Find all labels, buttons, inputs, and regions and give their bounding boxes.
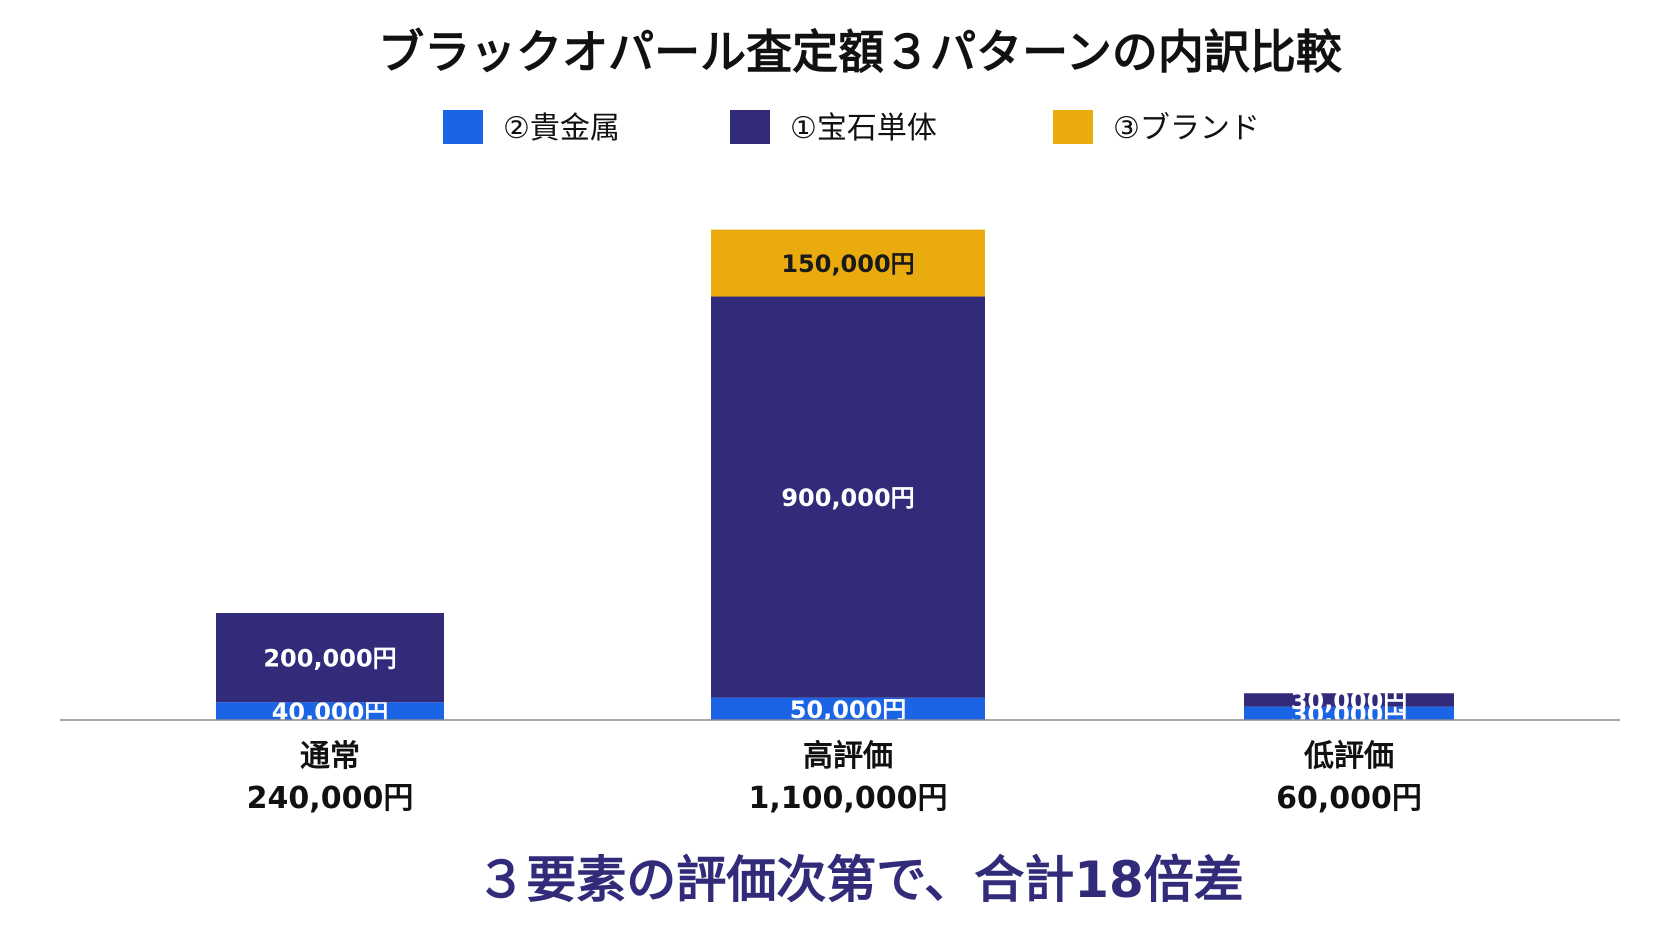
- summary-text: ３要素の評価次第で、合計18倍差: [476, 851, 1244, 909]
- legend-item: ③ブランド: [1053, 110, 1260, 146]
- category-name: 高評価: [803, 739, 893, 774]
- legend-label: ③ブランド: [1113, 111, 1260, 146]
- legend-swatch: [1053, 110, 1093, 144]
- category-total: 60,000円: [1276, 781, 1422, 816]
- category-labels: 通常 240,000円 高評価 1,100,000円 低評価 60,000円: [247, 739, 1422, 816]
- legend-swatch: [730, 110, 770, 144]
- category-total: 1,100,000円: [749, 781, 948, 816]
- bar-stack: 40,000円 200,000円: [216, 613, 444, 726]
- category-name: 低評価: [1303, 739, 1394, 774]
- chart-title: ブラックオパール査定額３パターンの内訳比較: [378, 25, 1343, 79]
- category-total: 240,000円: [247, 781, 414, 816]
- bar-segment: [1244, 706, 1454, 720]
- legend-item: ②貴金属: [443, 110, 620, 146]
- bar-segment: [711, 229, 985, 297]
- category-name: 通常: [300, 739, 360, 774]
- legend-label: ①宝石単体: [790, 111, 937, 146]
- bar-stack: 50,000円 900,000円 150,000円: [711, 229, 985, 724]
- bar-segment: [711, 296, 985, 698]
- legend-item: ①宝石単体: [730, 110, 937, 146]
- bar-segment: [216, 613, 444, 703]
- data-label: 150,000円: [781, 250, 914, 278]
- data-label: 50,000円: [790, 696, 907, 724]
- legend: ②貴金属 ①宝石単体 ③ブランド: [443, 110, 1260, 146]
- data-label: 200,000円: [263, 645, 396, 673]
- legend-swatch: [443, 110, 483, 144]
- data-label: 30,000円: [1291, 687, 1408, 715]
- bar-segment: [711, 697, 985, 720]
- bars: 40,000円 200,000円 50,000円 900,000円 150,000円 30…: [216, 229, 1454, 728]
- bar-segment: [1244, 693, 1454, 707]
- data-label: 40,000円: [272, 698, 389, 726]
- legend-label: ②貴金属: [503, 111, 620, 146]
- bar-segment: [216, 702, 444, 720]
- data-label: 900,000円: [781, 484, 914, 512]
